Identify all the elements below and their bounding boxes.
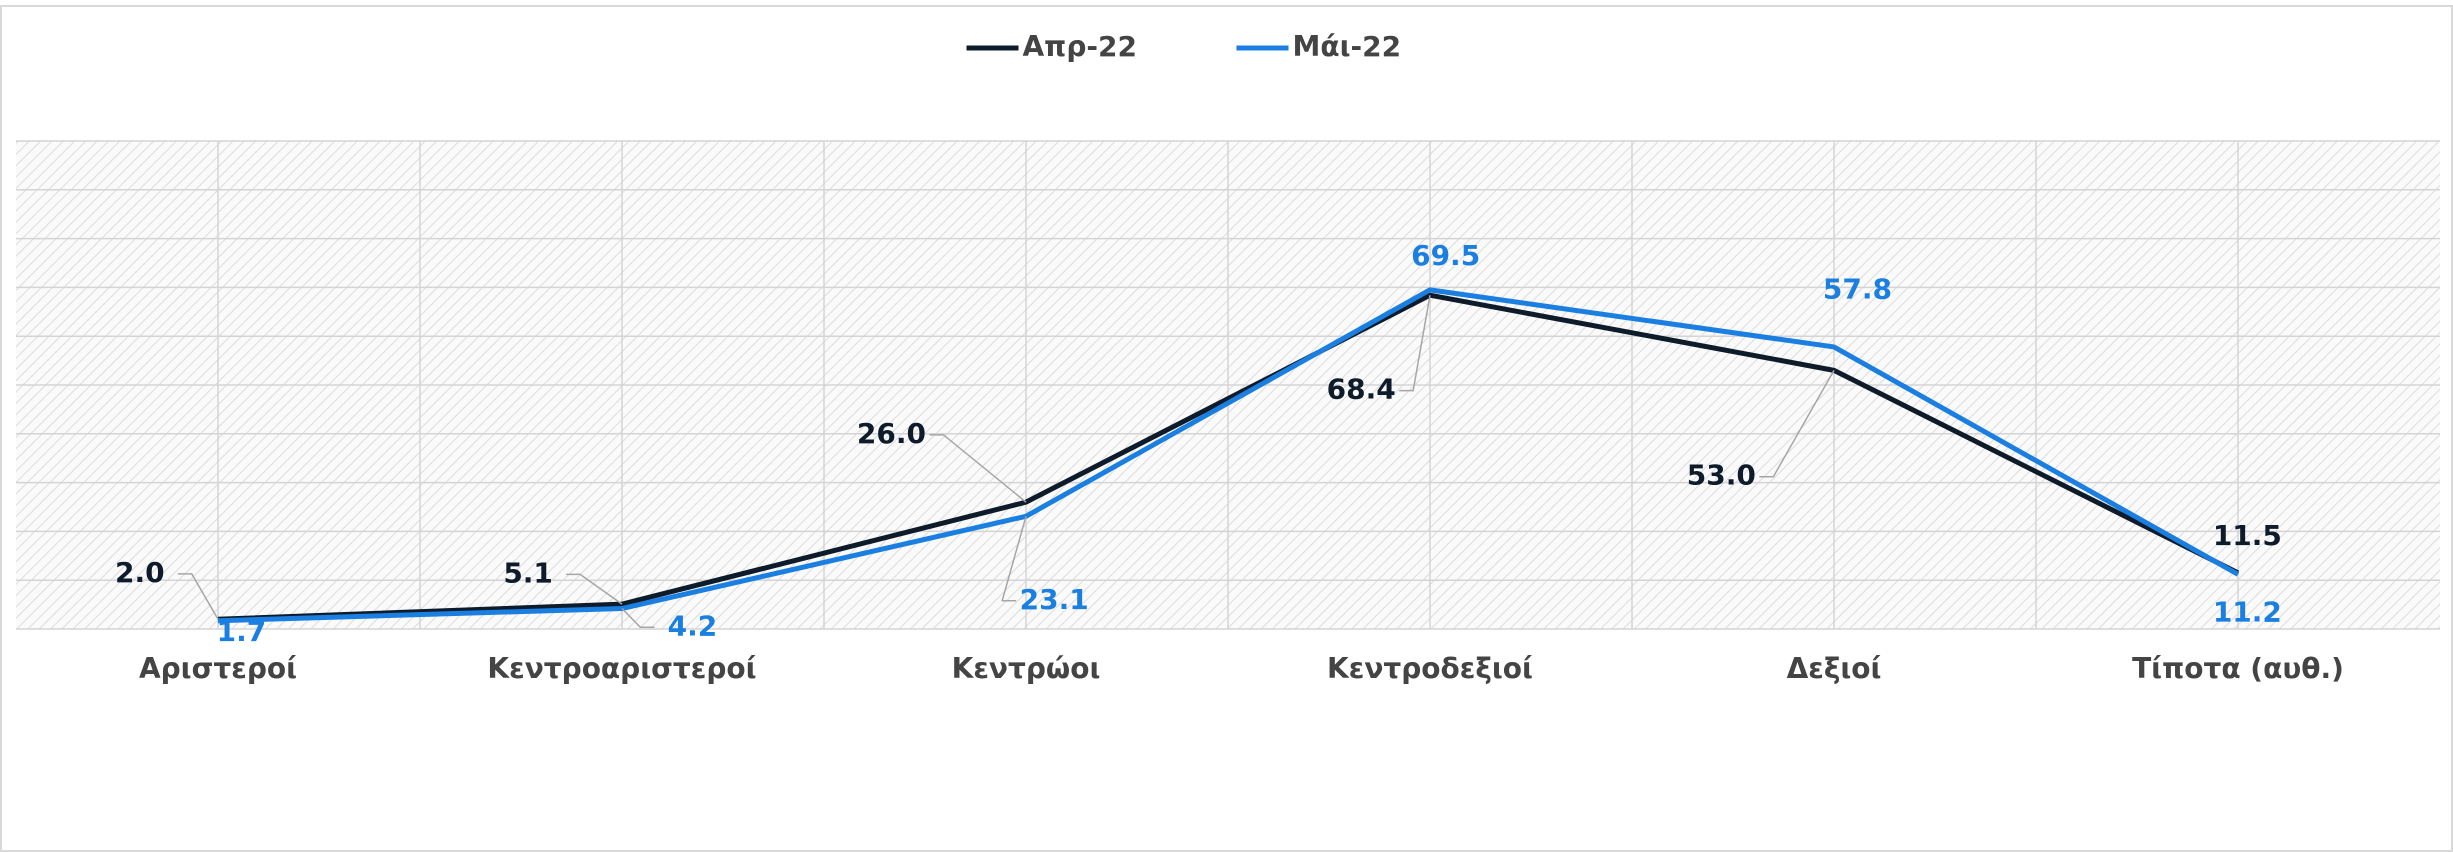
- leader-line: [177, 573, 219, 620]
- series-line: [217, 287, 2240, 624]
- x-tick-label: Αριστεροί: [139, 652, 297, 685]
- frame: [0, 5, 2453, 852]
- leader-line: [1399, 295, 1431, 392]
- x-tick-label: Κεντροαριστεροί: [487, 652, 756, 685]
- x-tick-label: Δεξιοί: [1787, 652, 1882, 685]
- data-label: 1.7: [217, 615, 267, 648]
- data-label: 11.2: [2213, 595, 2282, 628]
- legend-label: Μάι-22: [1293, 30, 1402, 63]
- data-label: 68.4: [1327, 373, 1396, 406]
- leader-line: [929, 434, 1027, 503]
- leader-line: [1001, 516, 1027, 602]
- x-tick-label: Τίποτα (αυθ.): [2132, 652, 2344, 685]
- data-label: 53.0: [1687, 459, 1756, 492]
- data-label: 57.8: [1823, 273, 1892, 306]
- data-label: 4.2: [668, 609, 718, 642]
- data-label: 5.1: [503, 556, 553, 589]
- data-label: 11.5: [2213, 519, 2282, 552]
- leader-line: [1759, 369, 1835, 478]
- data-label: 69.5: [1411, 239, 1480, 272]
- leader-line: [621, 607, 655, 629]
- x-tick-label: Κεντρώοι: [952, 652, 1101, 685]
- leader-line: [566, 573, 623, 605]
- data-label: 2.0: [115, 556, 165, 589]
- data-label: 23.1: [1020, 583, 1089, 616]
- legend-label: Απρ-22: [1023, 30, 1137, 63]
- data-label: 26.0: [857, 417, 926, 450]
- x-tick-label: Κεντροδεξιοί: [1327, 652, 1533, 685]
- series-line: [217, 292, 2240, 622]
